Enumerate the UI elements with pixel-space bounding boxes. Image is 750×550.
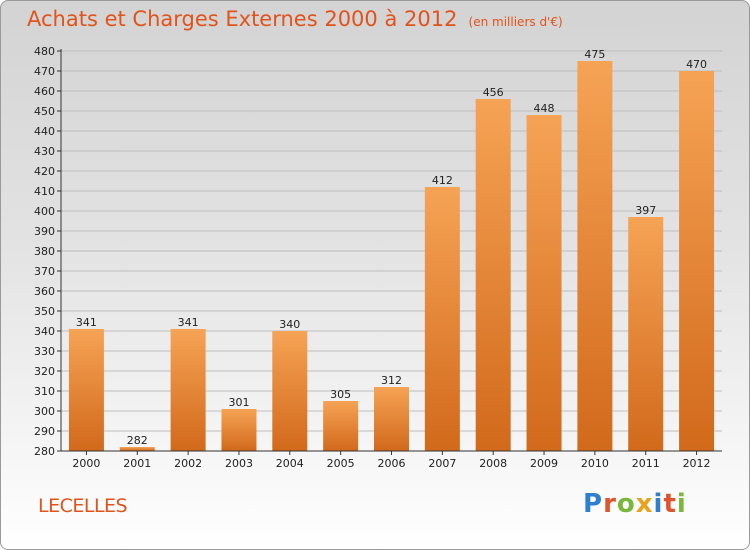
logo-letter: r bbox=[603, 489, 617, 519]
data-label: 305 bbox=[330, 388, 351, 401]
chart-subtitle: (en milliers d'€) bbox=[468, 15, 563, 29]
bar bbox=[577, 61, 613, 451]
logo-letter: x bbox=[635, 489, 654, 519]
y-tick-label: 330 bbox=[34, 345, 55, 358]
x-tick-label: 2000 bbox=[72, 457, 100, 470]
bar bbox=[374, 387, 409, 451]
x-tick-label: 2009 bbox=[530, 457, 558, 470]
y-tick-label: 390 bbox=[34, 225, 55, 238]
title-row: Achats et Charges Externes 2000 à 2012 (… bbox=[27, 7, 563, 31]
y-tick-label: 300 bbox=[34, 405, 55, 418]
bar bbox=[526, 115, 562, 451]
data-label: 312 bbox=[381, 374, 402, 387]
y-tick-label: 410 bbox=[34, 185, 55, 198]
bar bbox=[475, 99, 511, 451]
bar bbox=[170, 329, 206, 451]
x-tick-label: 2006 bbox=[378, 457, 406, 470]
y-tick-label: 450 bbox=[34, 105, 55, 118]
logo-letter: i bbox=[653, 489, 664, 519]
y-tick-label: 320 bbox=[34, 365, 55, 378]
x-tick-label: 2007 bbox=[428, 457, 456, 470]
bar bbox=[323, 401, 359, 451]
y-tick-label: 430 bbox=[34, 145, 55, 158]
y-tick-label: 400 bbox=[34, 205, 55, 218]
bars: 341 282 341 301 340 305 312 412 456 448 475 397 470 bbox=[68, 48, 715, 451]
axes: 280 290 300 310 320 330 340 350 360 370 380 390 400 4… bbox=[34, 45, 722, 470]
logo-letter: t bbox=[663, 489, 677, 519]
y-tick-label: 480 bbox=[34, 45, 55, 58]
logo-letter: P bbox=[583, 489, 604, 519]
y-tick-label: 340 bbox=[34, 325, 55, 338]
y-tick-label: 380 bbox=[34, 245, 55, 258]
data-label: 341 bbox=[178, 316, 199, 329]
logo-letter: i bbox=[676, 489, 687, 519]
data-label: 301 bbox=[228, 396, 249, 409]
y-tick-label: 470 bbox=[34, 65, 55, 78]
y-tick-label: 460 bbox=[34, 85, 55, 98]
y-tick-label: 290 bbox=[34, 425, 55, 438]
x-tick-label: 2011 bbox=[632, 457, 660, 470]
proxiti-logo: Proxiti bbox=[583, 489, 687, 519]
data-label: 456 bbox=[483, 86, 504, 99]
y-tick-label: 360 bbox=[34, 285, 55, 298]
bar bbox=[221, 409, 257, 451]
data-label: 282 bbox=[127, 434, 148, 447]
data-label: 475 bbox=[584, 48, 605, 61]
bar bbox=[272, 331, 308, 451]
data-label: 412 bbox=[432, 174, 453, 187]
x-tick-label: 2003 bbox=[225, 457, 253, 470]
data-label: 340 bbox=[279, 318, 300, 331]
y-tick-label: 310 bbox=[34, 385, 55, 398]
bar bbox=[119, 447, 155, 451]
commune-name: LECELLES bbox=[38, 495, 128, 517]
y-tick-label: 420 bbox=[34, 165, 55, 178]
bar bbox=[679, 71, 715, 451]
bar bbox=[424, 187, 460, 451]
x-tick-label: 2010 bbox=[581, 457, 609, 470]
logo-letter: o bbox=[616, 489, 636, 519]
bar bbox=[628, 217, 664, 451]
data-label: 341 bbox=[76, 316, 97, 329]
y-tick-label: 370 bbox=[34, 265, 55, 278]
chart-title: Achats et Charges Externes 2000 à 2012 bbox=[27, 7, 458, 31]
x-tick-label: 2005 bbox=[327, 457, 355, 470]
data-label: 448 bbox=[534, 102, 555, 115]
y-tick-label: 440 bbox=[34, 125, 55, 138]
data-label: 397 bbox=[635, 204, 656, 217]
x-tick-label: 2008 bbox=[479, 457, 507, 470]
y-tick-label: 280 bbox=[34, 445, 55, 458]
x-tick-label: 2001 bbox=[123, 457, 151, 470]
data-label: 470 bbox=[686, 58, 707, 71]
x-tick-label: 2012 bbox=[683, 457, 711, 470]
bar bbox=[68, 329, 104, 451]
y-tick-label: 350 bbox=[34, 305, 55, 318]
x-tick-label: 2002 bbox=[174, 457, 202, 470]
x-tick-label: 2004 bbox=[276, 457, 304, 470]
